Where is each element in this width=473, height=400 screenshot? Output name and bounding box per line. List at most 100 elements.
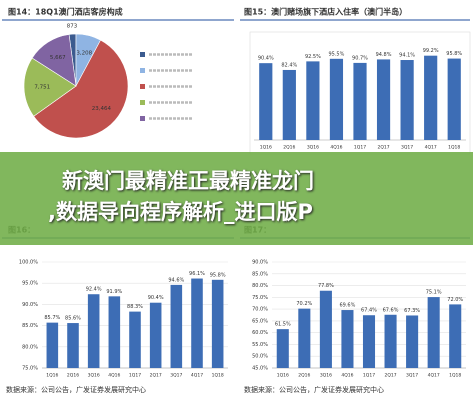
x-tick-label: 1Q18 (212, 373, 224, 379)
chart-title: 图15：澳门赌场旗下酒店入住率（澳门半岛） (244, 7, 407, 17)
bar (306, 61, 320, 140)
x-tick-label: 2Q16 (283, 145, 295, 151)
x-tick-label: 2Q16 (67, 373, 79, 379)
bar (87, 294, 100, 368)
value-label: 95.8% (210, 272, 226, 278)
y-tick-label: 55.0% (252, 342, 268, 348)
x-tick-label: 1Q17 (129, 373, 141, 379)
y-tick-label: 80.0% (252, 283, 268, 289)
pie-slice (31, 34, 77, 87)
value-label: 67.4% (361, 308, 377, 314)
x-tick-label: 2Q17 (377, 145, 389, 151)
y-tick-label: 85.0% (22, 323, 38, 329)
slice-label: 873 (67, 24, 78, 30)
bar (341, 310, 354, 368)
value-label: 88.3% (127, 304, 143, 310)
value-label: 92.5% (305, 54, 321, 60)
slice-label: 5,667 (50, 55, 66, 61)
value-label: 61.5% (275, 322, 291, 328)
x-tick-label: 3Q16 (320, 373, 332, 379)
x-tick-label: 4Q17 (428, 373, 440, 379)
value-label: 94.1% (399, 53, 415, 59)
x-tick-label: 1Q17 (363, 373, 375, 379)
value-label: 75.1% (426, 290, 442, 296)
bar (384, 314, 397, 368)
value-label: 85.7% (44, 315, 60, 321)
x-tick-label: 1Q18 (448, 145, 460, 151)
bar (353, 62, 367, 140)
bar (170, 284, 183, 368)
banner-line: ,数据导向程序解析_进口版P (48, 200, 313, 224)
bar (447, 58, 461, 140)
y-tick-label: 60.0% (252, 330, 268, 336)
bar (259, 63, 273, 140)
x-tick-label: 4Q17 (425, 145, 437, 151)
value-label: 67.3% (404, 308, 420, 314)
value-label: 90.4% (258, 56, 274, 62)
value-label: 69.6% (339, 303, 355, 309)
banner-line: 新澳门最精准正最精准龙门 (62, 169, 314, 193)
bar (362, 315, 376, 368)
value-label: 95.8% (446, 51, 462, 57)
pie-slice (33, 39, 129, 139)
bar (108, 296, 121, 368)
legend-swatch (140, 116, 145, 121)
x-tick-label: 1Q18 (449, 373, 461, 379)
x-tick-label: 3Q17 (406, 373, 418, 379)
legend-swatch (140, 68, 145, 73)
value-label: 85.6% (65, 316, 81, 322)
legend-swatch (140, 52, 145, 57)
x-tick-label: 1Q16 (260, 145, 272, 151)
y-tick-label: 95.0% (22, 281, 38, 287)
value-label: 94.6% (168, 277, 184, 283)
source-note: 数据来源：公司公告，广发证券发展研究中心 (6, 385, 146, 394)
x-tick-label: 3Q17 (401, 145, 413, 151)
bar (46, 322, 59, 368)
value-label: 77.8% (318, 283, 334, 289)
x-tick-label: 4Q16 (330, 145, 342, 151)
bar (67, 323, 79, 368)
x-tick-label: 4Q16 (341, 373, 353, 379)
bar (400, 60, 414, 140)
y-tick-label: 70.0% (252, 307, 268, 313)
bar (276, 329, 289, 368)
bar (191, 278, 203, 368)
bar (211, 279, 224, 368)
legend-swatch (140, 100, 145, 105)
bar (424, 55, 438, 140)
legend-swatch (140, 84, 145, 89)
value-label: 94.8% (376, 52, 392, 58)
bar (282, 69, 296, 140)
x-tick-label: 4Q17 (191, 373, 203, 379)
y-tick-label: 85.0% (252, 271, 268, 277)
y-tick-label: 75.0% (252, 295, 268, 301)
source-note: 数据来源：公司公告，广发证券发展研究中心 (244, 385, 384, 394)
value-label: 90.7% (352, 55, 368, 61)
value-label: 67.6% (383, 307, 399, 313)
x-tick-label: 1Q16 (46, 373, 58, 379)
value-label: 91.9% (106, 289, 122, 295)
value-label: 96.1% (189, 271, 205, 277)
slice-label: 3,208 (76, 51, 92, 57)
pie-slice (23, 57, 77, 117)
x-tick-label: 2Q16 (298, 373, 310, 379)
value-label: 90.4% (148, 295, 164, 301)
y-tick-label: 90.0% (252, 260, 268, 266)
bar (298, 308, 311, 368)
y-tick-label: 75.0% (22, 366, 38, 372)
x-tick-label: 3Q16 (307, 145, 319, 151)
x-tick-label: 3Q17 (170, 373, 182, 379)
bar (329, 58, 344, 141)
y-tick-label: 45.0% (252, 366, 268, 372)
bar (376, 59, 391, 140)
slice-label: 23,464 (92, 106, 112, 112)
x-tick-label: 2Q17 (384, 373, 396, 379)
x-tick-label: 4Q16 (108, 373, 120, 379)
value-label: 70.2% (296, 301, 312, 307)
bar (449, 304, 462, 368)
x-tick-label: 2Q17 (150, 373, 162, 379)
bar (406, 315, 419, 368)
y-tick-label: 100.0% (19, 260, 38, 266)
